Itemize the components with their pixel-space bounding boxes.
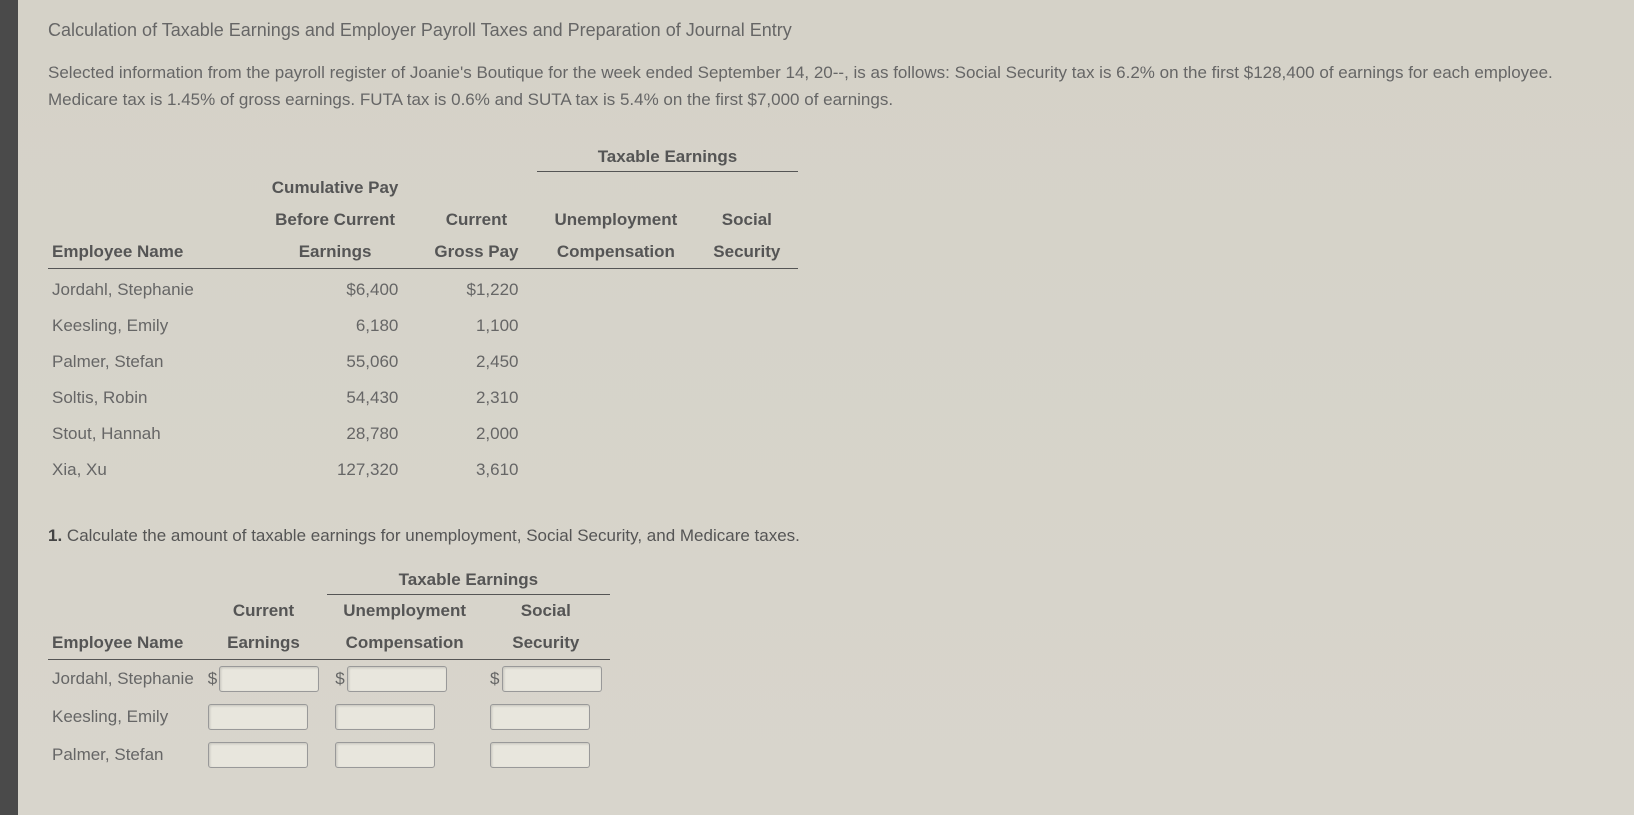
unemployment-cell xyxy=(537,344,696,380)
social-security-cell xyxy=(695,272,798,308)
unemployment-input-cell: $ xyxy=(327,660,482,699)
social-security-input[interactable] xyxy=(490,704,590,730)
cumulative-pay-cell: $6,400 xyxy=(254,272,417,308)
payroll-data-table: Taxable Earnings Cumulative Pay Before C… xyxy=(48,141,798,488)
answer-employee-name: Keesling, Emily xyxy=(48,698,200,736)
col-cumulative-l2: Before Current xyxy=(254,204,417,236)
col-unemployment-l2: Compensation xyxy=(537,236,696,269)
ans-col-employee-name: Employee Name xyxy=(48,627,200,660)
answer-table-body: Jordahl, Stephanie $ $ $ Keesling, EmilyPalm… xyxy=(48,660,610,775)
dollar-sign: $ xyxy=(208,669,217,689)
unemployment-input[interactable] xyxy=(335,742,435,768)
answer-input-table: Taxable Earnings Current Unemployment So… xyxy=(48,564,610,774)
current-earnings-input-cell xyxy=(200,736,327,774)
ans-col-current-l1: Current xyxy=(200,595,327,628)
unemployment-cell xyxy=(537,272,696,308)
social-security-cell xyxy=(695,308,798,344)
unemployment-cell xyxy=(537,416,696,452)
employee-name-cell: Palmer, Stefan xyxy=(48,344,254,380)
answer-taxable-header: Taxable Earnings xyxy=(327,564,609,595)
col-social-l2: Security xyxy=(695,236,798,269)
cumulative-pay-cell: 28,780 xyxy=(254,416,417,452)
gross-pay-cell: 2,310 xyxy=(416,380,536,416)
payroll-table-body: Jordahl, Stephanie$6,400$1,220Keesling, … xyxy=(48,268,798,488)
page-title: Calculation of Taxable Earnings and Empl… xyxy=(48,20,1586,41)
gross-pay-cell: $1,220 xyxy=(416,272,536,308)
current-earnings-input-cell: $ xyxy=(200,660,327,699)
dollar-sign: $ xyxy=(490,669,499,689)
table-row: Stout, Hannah28,7802,000 xyxy=(48,416,798,452)
table-row: Palmer, Stefan55,0602,450 xyxy=(48,344,798,380)
col-gross-l2: Gross Pay xyxy=(416,236,536,269)
unemployment-cell xyxy=(537,308,696,344)
question-number: 1. xyxy=(48,526,62,545)
social-security-cell xyxy=(695,344,798,380)
col-unemployment-l1: Unemployment xyxy=(537,204,696,236)
current-earnings-input[interactable] xyxy=(208,742,308,768)
unemployment-input-cell xyxy=(327,698,482,736)
cumulative-pay-cell: 55,060 xyxy=(254,344,417,380)
answer-employee-name: Palmer, Stefan xyxy=(48,736,200,774)
question-text-content: Calculate the amount of taxable earnings… xyxy=(67,526,800,545)
answer-row: Jordahl, Stephanie $ $ $ xyxy=(48,660,610,699)
cumulative-pay-cell: 54,430 xyxy=(254,380,417,416)
question-prompt: 1. Calculate the amount of taxable earni… xyxy=(48,526,1586,546)
employee-name-cell: Stout, Hannah xyxy=(48,416,254,452)
cumulative-pay-cell: 6,180 xyxy=(254,308,417,344)
employee-name-cell: Keesling, Emily xyxy=(48,308,254,344)
table-row: Soltis, Robin54,4302,310 xyxy=(48,380,798,416)
ans-col-unemployment-l1: Unemployment xyxy=(327,595,482,628)
col-social-l1: Social xyxy=(695,204,798,236)
employee-name-cell: Soltis, Robin xyxy=(48,380,254,416)
ans-col-current-l2: Earnings xyxy=(200,627,327,660)
col-employee-name: Employee Name xyxy=(48,236,254,269)
answer-employee-name: Jordahl, Stephanie xyxy=(48,660,200,699)
table-row: Keesling, Emily6,1801,100 xyxy=(48,308,798,344)
taxable-earnings-header: Taxable Earnings xyxy=(537,141,799,172)
table-row: Xia, Xu127,3203,610 xyxy=(48,452,798,488)
social-security-input-cell xyxy=(482,698,609,736)
unemployment-input[interactable] xyxy=(347,666,447,692)
social-security-input-cell: $ xyxy=(482,660,609,699)
ans-col-social-l1: Social xyxy=(482,595,609,628)
ans-col-social-l2: Security xyxy=(482,627,609,660)
social-security-cell xyxy=(695,452,798,488)
social-security-cell xyxy=(695,416,798,452)
social-security-input-cell xyxy=(482,736,609,774)
col-cumulative-l1: Cumulative Pay xyxy=(254,172,417,204)
ans-col-unemployment-l2: Compensation xyxy=(327,627,482,660)
social-security-cell xyxy=(695,380,798,416)
gross-pay-cell: 1,100 xyxy=(416,308,536,344)
dollar-sign: $ xyxy=(335,669,344,689)
unemployment-cell xyxy=(537,380,696,416)
employee-name-cell: Jordahl, Stephanie xyxy=(48,272,254,308)
employee-name-cell: Xia, Xu xyxy=(48,452,254,488)
social-security-input[interactable] xyxy=(502,666,602,692)
answer-row: Palmer, Stefan xyxy=(48,736,610,774)
gross-pay-cell: 2,000 xyxy=(416,416,536,452)
unemployment-input[interactable] xyxy=(335,704,435,730)
col-gross-l1: Current xyxy=(416,204,536,236)
cumulative-pay-cell: 127,320 xyxy=(254,452,417,488)
problem-description: Selected information from the payroll re… xyxy=(48,59,1586,113)
col-cumulative-l3: Earnings xyxy=(254,236,417,269)
unemployment-cell xyxy=(537,452,696,488)
unemployment-input-cell xyxy=(327,736,482,774)
gross-pay-cell: 3,610 xyxy=(416,452,536,488)
answer-row: Keesling, Emily xyxy=(48,698,610,736)
social-security-input[interactable] xyxy=(490,742,590,768)
current-earnings-input-cell xyxy=(200,698,327,736)
current-earnings-input[interactable] xyxy=(208,704,308,730)
table-row: Jordahl, Stephanie$6,400$1,220 xyxy=(48,272,798,308)
current-earnings-input[interactable] xyxy=(219,666,319,692)
gross-pay-cell: 2,450 xyxy=(416,344,536,380)
